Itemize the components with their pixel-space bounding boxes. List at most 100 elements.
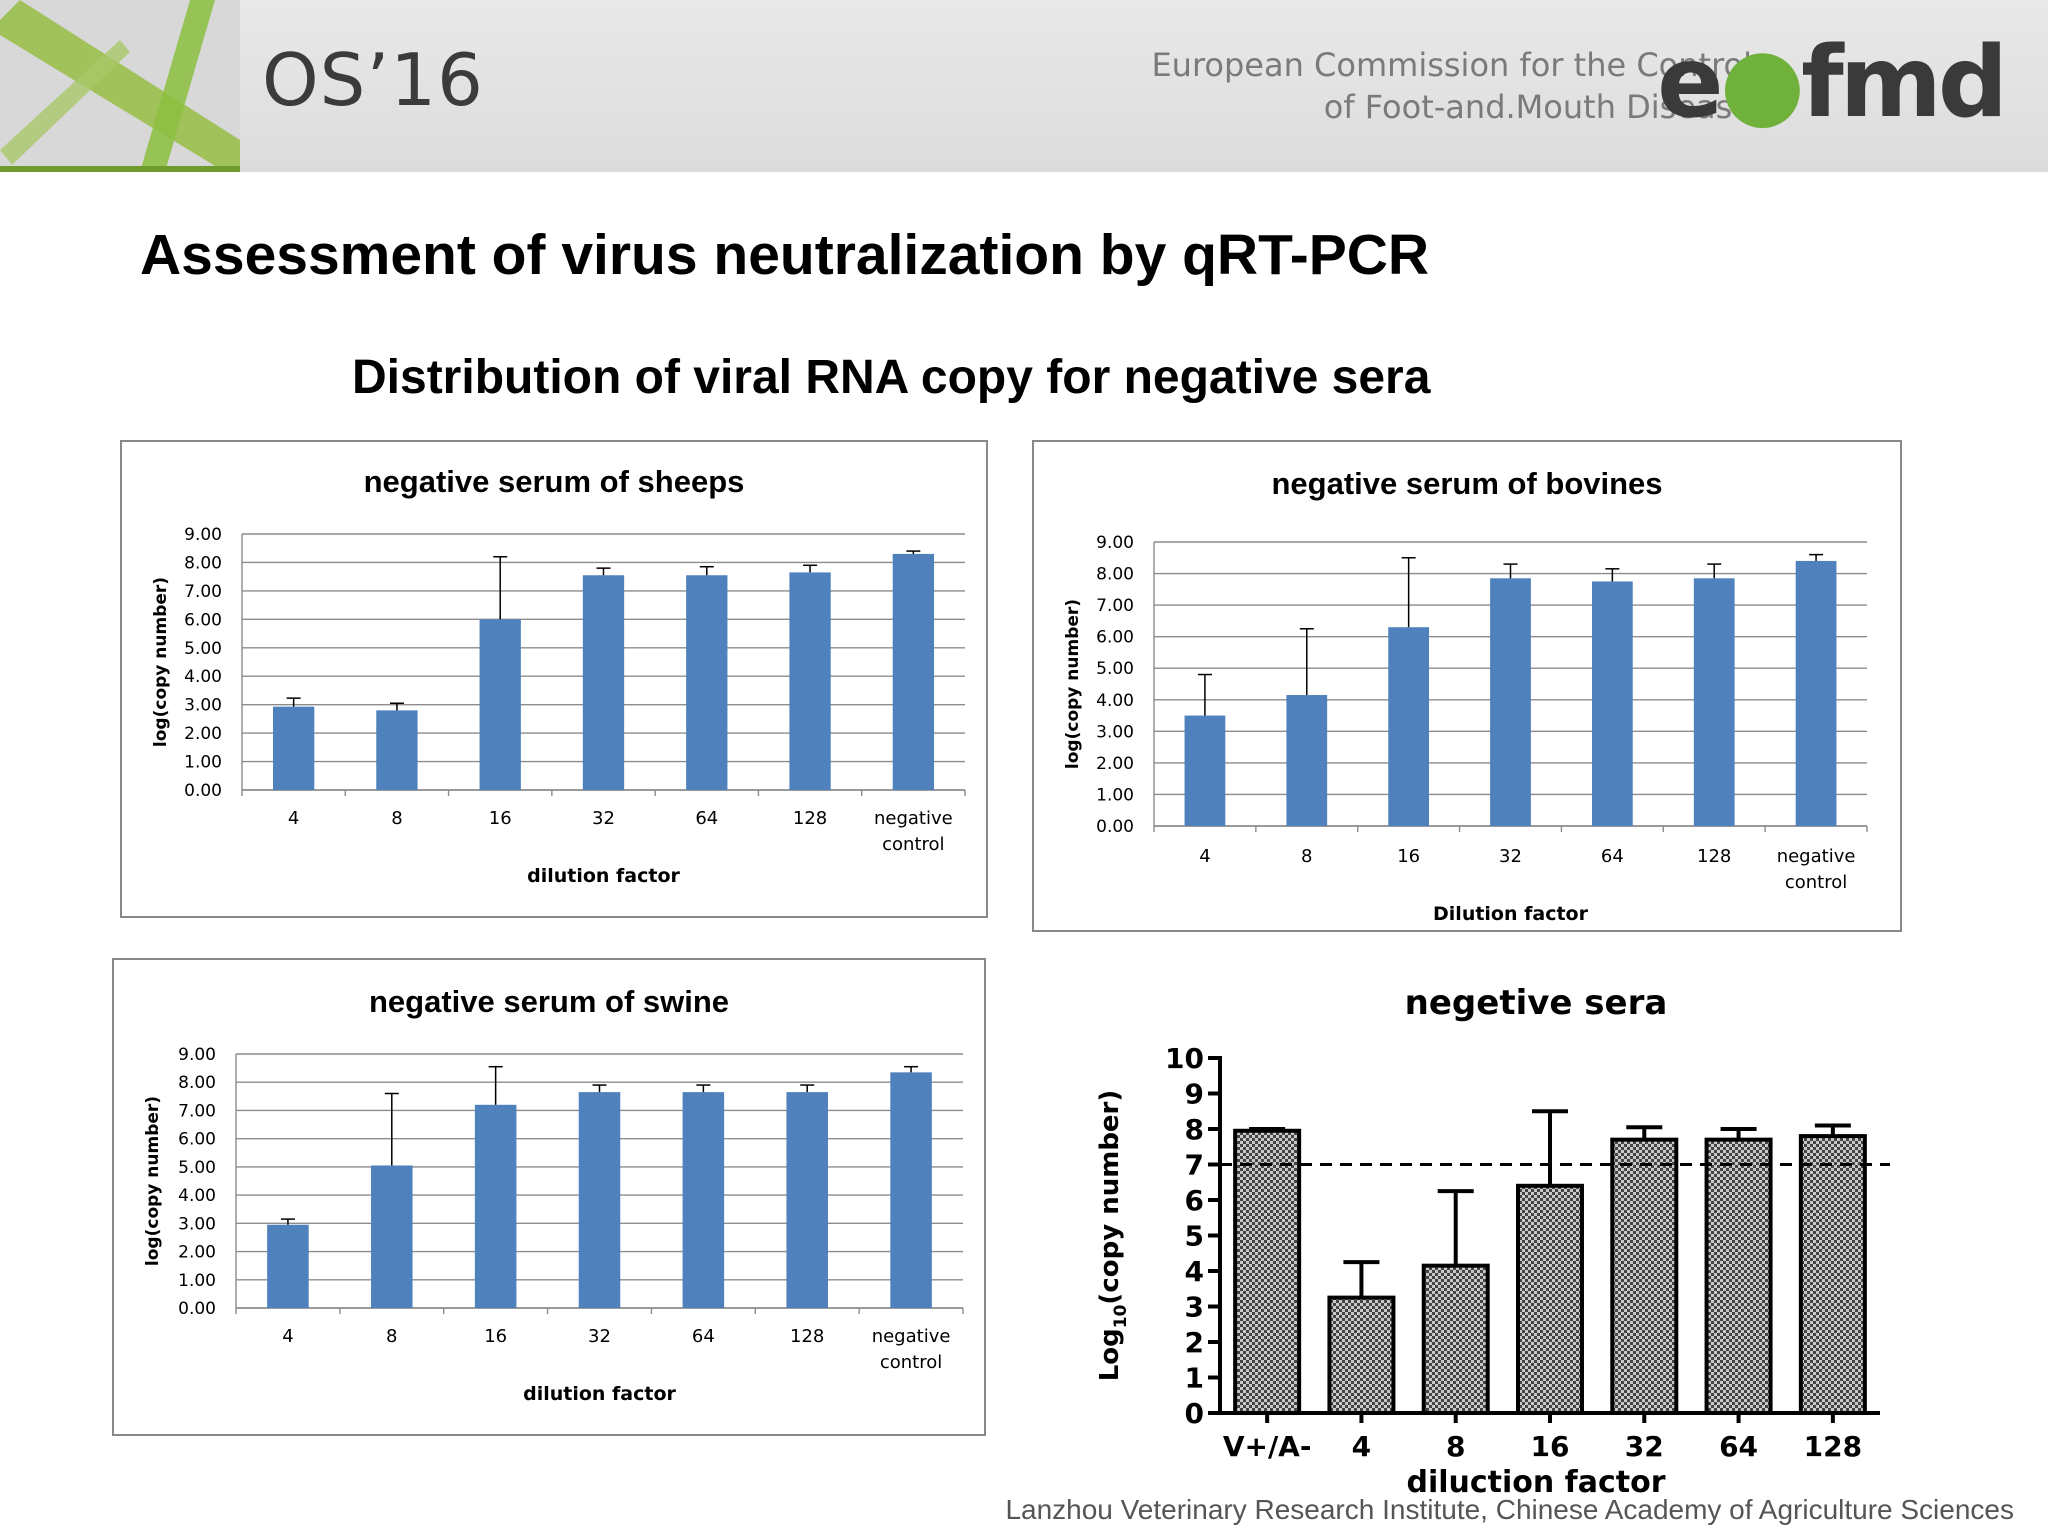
y-tick-label: 9.00 — [1096, 533, 1134, 553]
x-axis-label: Dilution factor — [1433, 903, 1589, 925]
slide-title: Assessment of virus neutralization by qR… — [140, 223, 1430, 287]
bovine-chart-panel: negative serum of bovines 0.00 1.00 2.00 3.0… — [1032, 440, 1902, 932]
bar — [1490, 578, 1531, 826]
bar — [1327, 1295, 1396, 1415]
bar — [892, 553, 935, 790]
y-tick-label: 8.00 — [178, 1073, 216, 1093]
x-tick-label: 16 — [484, 1326, 507, 1347]
x-axis-label: dilution factor — [523, 1383, 676, 1405]
slide-subtitle: Distribution of viral RNA copy for negat… — [352, 351, 1431, 404]
y-tick-label: 9.00 — [184, 525, 222, 545]
x-tick-label: 32 — [588, 1326, 611, 1347]
y-tick-label: 1.00 — [178, 1271, 216, 1291]
y-tick-label: 8.00 — [184, 553, 222, 573]
x-tick-label: 128 — [793, 808, 827, 829]
bar — [1184, 715, 1226, 826]
bar — [890, 1072, 932, 1308]
y-axis-label-main: Log — [1095, 1328, 1125, 1381]
swine-chart: negative serum of swine 0.00 1.00 2.00 3.00 4… — [143, 984, 964, 1405]
y-tick-label: 0 — [1185, 1397, 1204, 1430]
y-axis-label-rest: (copy number) — [1095, 1090, 1125, 1305]
bar — [789, 572, 831, 790]
bar — [786, 1092, 828, 1308]
x-tick-label: 8 — [391, 808, 402, 829]
y-tick-label: 0.00 — [184, 781, 222, 801]
sera-chart-panel: negetive sera 0 1 2 3 4 5 6 7 8 9 10 V+/A- 4 8 16 32 64 12… — [1060, 970, 1900, 1500]
y-tick-label: 4 — [1185, 1255, 1204, 1288]
bar — [1286, 695, 1328, 826]
bar — [1516, 1183, 1584, 1415]
x-tick-label: control — [880, 1352, 942, 1373]
x-axis-label: diluction factor — [1406, 1465, 1665, 1500]
x-tick-label: 64 — [695, 808, 718, 829]
y-tick-label: 5.00 — [184, 639, 222, 659]
y-axis-label: log(copy number) — [143, 1096, 163, 1266]
y-tick-label: 6 — [1185, 1184, 1204, 1217]
x-tick-label: 8 — [386, 1326, 397, 1347]
chart-title: negative serum of sheeps — [364, 464, 745, 499]
y-tick-label: 7.00 — [184, 582, 222, 602]
chart-title: negative serum of swine — [369, 984, 729, 1019]
x-tick-label: control — [882, 834, 944, 855]
y-tick-label: 1.00 — [1096, 785, 1134, 805]
logo-text-fmd: fmd — [1801, 26, 2008, 140]
y-tick-label: 7.00 — [1096, 596, 1134, 616]
leaf-icon: ● — [1719, 26, 1805, 140]
bar — [1388, 627, 1430, 826]
x-tick-label: 4 — [288, 808, 299, 829]
x-tick-label: 8 — [1446, 1430, 1465, 1463]
y-axis-label: log(copy number) — [151, 577, 171, 747]
organization-line-2: of Foot-and.Mouth Disease — [1323, 88, 1752, 126]
bar — [1591, 581, 1633, 826]
bovine-chart: negative serum of bovines 0.00 1.00 2.00 3.0… — [1063, 466, 1868, 925]
y-tick-label: 0.00 — [178, 1299, 216, 1319]
x-tick-label: negative — [872, 1326, 951, 1347]
bar — [1693, 578, 1735, 826]
y-tick-label: 3 — [1185, 1291, 1204, 1324]
chart-title: negative serum of bovines — [1271, 466, 1662, 501]
x-tick-label: 4 — [1199, 846, 1210, 867]
x-tick-label: 16 — [1397, 846, 1420, 867]
bar — [479, 619, 521, 790]
y-tick-label: 8 — [1185, 1113, 1204, 1146]
x-tick-label: 64 — [1601, 846, 1624, 867]
y-axis-label: Log10(copy number) — [1095, 1090, 1131, 1382]
x-tick-label: 32 — [1499, 846, 1522, 867]
x-tick-label: 64 — [692, 1326, 715, 1347]
conference-label: OS’16 — [262, 38, 484, 122]
x-tick-label: 16 — [489, 808, 512, 829]
y-tick-label: 4.00 — [1096, 691, 1134, 711]
bar — [686, 575, 728, 790]
y-tick-label: 9 — [1185, 1078, 1204, 1111]
sheep-chart-panel: negative serum of sheeps 0.00 1.00 2.00 3.00… — [120, 440, 988, 918]
y-tick-label: 1.00 — [184, 753, 222, 773]
bar — [682, 1092, 725, 1308]
y-tick-label: 5.00 — [178, 1158, 216, 1178]
x-tick-label: V+/A- — [1223, 1430, 1312, 1463]
bar — [267, 1224, 309, 1308]
sheep-chart: negative serum of sheeps 0.00 1.00 2.00 3.00… — [151, 464, 966, 887]
y-tick-label: 8.00 — [1096, 565, 1134, 585]
swine-chart-panel: negative serum of swine 0.00 1.00 2.00 3.00 4… — [112, 958, 986, 1436]
bar — [1795, 560, 1837, 826]
y-tick-label: 6.00 — [184, 610, 222, 630]
y-tick-label: 5.00 — [1096, 659, 1134, 679]
y-tick-label: 7.00 — [178, 1101, 216, 1121]
y-tick-label: 1 — [1185, 1362, 1204, 1395]
x-tick-label: negative — [874, 808, 953, 829]
bar — [1233, 1128, 1302, 1415]
y-tick-label: 2.00 — [1096, 754, 1134, 774]
x-tick-label: 32 — [1625, 1430, 1664, 1463]
bar — [272, 706, 315, 790]
bar — [474, 1104, 517, 1308]
chart-title: negetive sera — [1405, 983, 1668, 1023]
x-tick-label: 128 — [1804, 1430, 1862, 1463]
x-tick-label: 4 — [1352, 1430, 1371, 1463]
x-tick-label: negative — [1777, 846, 1856, 867]
y-tick-label: 10 — [1165, 1042, 1204, 1075]
bar — [582, 575, 625, 790]
x-tick-label: 32 — [592, 808, 615, 829]
y-tick-label: 0.00 — [1096, 817, 1134, 837]
x-tick-label: 8 — [1301, 846, 1312, 867]
bar — [1704, 1137, 1773, 1415]
